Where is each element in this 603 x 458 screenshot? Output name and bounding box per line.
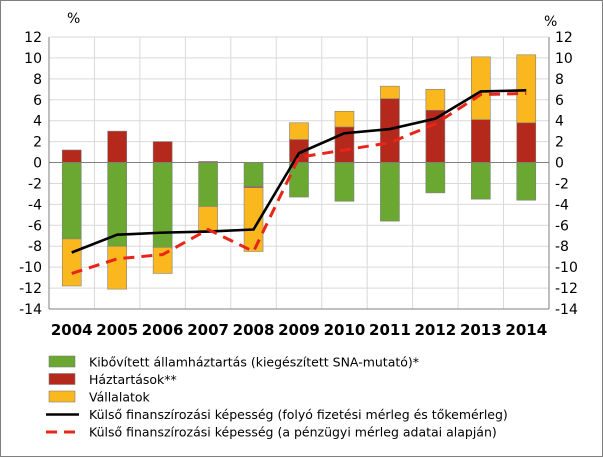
legend-item: Háztartások** — [48, 372, 177, 387]
bar-segment — [380, 162, 400, 222]
y-tick-label-left: -14 — [19, 302, 42, 318]
series-lines — [71, 89, 527, 275]
bar-segment — [61, 162, 82, 240]
bar-segment — [289, 122, 309, 140]
legend-item: Vállalatok — [48, 390, 151, 405]
bar-segment — [152, 246, 173, 274]
y-tick-label-right: -6 — [555, 218, 569, 234]
right-tick-labels: -14 -12 -10 -8 -6 -4 -2 0 2 4 6 8 10 12 — [555, 30, 578, 318]
y-tick-label-right: 8 — [555, 72, 564, 88]
y-tick-label-left: 2 — [33, 135, 42, 151]
bar-segment — [425, 162, 446, 194]
left-axis-unit: % — [67, 11, 80, 27]
y-tick-label-right: -12 — [555, 281, 578, 297]
y-tick-label-left: 4 — [33, 114, 42, 130]
y-tick-label-right: -4 — [555, 197, 569, 213]
y-tick-label-right: 0 — [555, 156, 564, 172]
series-line-solid — [71, 89, 527, 254]
bar-segment — [152, 162, 173, 248]
y-tick-label-left: 0 — [33, 156, 42, 172]
x-tick-label: 2005 — [96, 321, 138, 339]
x-tick-label: 2004 — [51, 321, 93, 339]
bar-segment — [334, 162, 355, 202]
bar-segment — [425, 89, 446, 111]
legend-item: Külső finanszírozási képesség (folyó fiz… — [46, 407, 508, 422]
y-tick-label-left: -4 — [28, 197, 42, 213]
legend-swatch — [48, 390, 76, 403]
right-axis-unit: % — [544, 14, 557, 30]
x-tick-labels: 2004 2005 2006 2007 2008 2009 2010 2011 2012 2013… — [51, 321, 547, 339]
series-line-dashed — [71, 91, 527, 275]
bar-segment — [198, 162, 218, 207]
bar-segment — [471, 56, 491, 120]
x-tick-label: 2006 — [142, 321, 184, 339]
y-tick-label-left: 12 — [24, 30, 42, 46]
legend-swatch — [48, 355, 76, 368]
legend-label: Háztartások** — [89, 372, 177, 387]
legend-swatch — [48, 373, 76, 385]
bar-segment — [198, 206, 218, 231]
y-tick-label-right: -14 — [555, 302, 578, 318]
y-tick-label-left: 8 — [33, 72, 42, 88]
y-tick-label-right: -2 — [555, 176, 569, 192]
y-tick-label-right: 12 — [555, 30, 573, 46]
y-tick-label-right: -8 — [555, 239, 569, 255]
legend: Kibővített államháztartás (kiegészített … — [46, 355, 508, 440]
bar-segment — [471, 162, 491, 200]
axes — [48, 36, 550, 310]
bar-segment — [243, 162, 264, 187]
y-tick-label-left: -6 — [28, 218, 42, 234]
legend-item: Külső finanszírozási képesség (a pénzügy… — [46, 425, 497, 440]
x-tick-label: 2012 — [414, 321, 456, 339]
bar-segment — [471, 119, 491, 163]
legend-label: Kibővített államháztartás (kiegészített … — [89, 355, 419, 370]
y-tick-label-right: 4 — [555, 114, 564, 130]
y-tick-label-right: 6 — [555, 93, 564, 109]
y-tick-label-right: 10 — [555, 51, 573, 67]
bars — [61, 54, 537, 290]
bar-segment — [516, 122, 537, 163]
left-tick-labels: -14 -12 -10 -8 -6 -4 -2 0 2 4 6 8 10 12 — [19, 30, 42, 318]
x-tick-label: 2014 — [505, 321, 547, 339]
bar-segment — [516, 54, 537, 124]
bar-segment — [334, 110, 355, 128]
bar-segment — [516, 162, 537, 201]
y-tick-label-left: -2 — [28, 176, 42, 192]
legend-item: Kibővített államháztartás (kiegészített … — [48, 355, 419, 370]
y-tick-label-left: -12 — [19, 281, 42, 297]
legend-label: Külső finanszírozási képesség (folyó fiz… — [89, 407, 508, 422]
bar-segment — [61, 149, 82, 163]
x-tick-label: 2007 — [187, 321, 229, 339]
bar-segment — [107, 245, 127, 290]
y-tick-label-right: -10 — [555, 260, 578, 276]
x-tick-label: 2013 — [460, 321, 502, 339]
legend-label: Külső finanszírozási képesség (a pénzügy… — [89, 425, 497, 440]
y-tick-label-left: -8 — [28, 239, 42, 255]
x-tick-label: 2009 — [278, 321, 320, 339]
x-tick-label: 2011 — [369, 321, 411, 339]
y-tick-label-right: 2 — [555, 135, 564, 151]
y-tick-label-left: 6 — [33, 93, 42, 109]
x-tick-label: 2008 — [233, 321, 275, 339]
bar-segment — [380, 85, 400, 100]
bar-segment — [107, 130, 127, 163]
legend-label: Vállalatok — [89, 390, 151, 405]
bar-segment — [152, 141, 173, 163]
y-tick-label-left: -10 — [19, 260, 42, 276]
bar-segment — [61, 238, 82, 287]
y-tick-label-left: 10 — [24, 51, 42, 67]
x-tick-label: 2010 — [324, 321, 366, 339]
bar-segment — [243, 187, 264, 252]
